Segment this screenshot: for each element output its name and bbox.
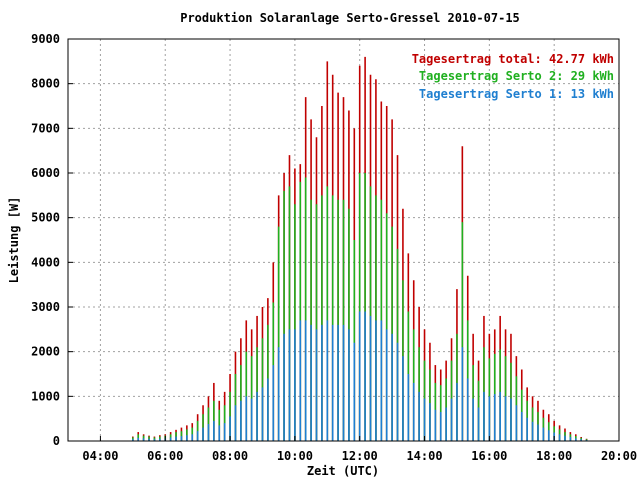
x-tick-label: 12:00: [342, 449, 378, 463]
y-axis-ticks: 0 1000 2000 3000 4000 5000 6000 7000 8000 9000: [31, 32, 73, 448]
x-tick-label: 08:00: [212, 449, 248, 463]
y-tick-label: 1000: [31, 389, 60, 403]
y-tick-label: 5000: [31, 211, 60, 225]
y-tick-label: 9000: [31, 32, 60, 46]
y-tick-label: 7000: [31, 121, 60, 135]
legend-total: Tagesertrag total: 42.77 kWh: [412, 52, 614, 66]
legend: Tagesertrag total: 42.77 kWh Tagesertrag…: [412, 52, 614, 101]
y-tick-label: 8000: [31, 77, 60, 91]
x-tick-label: 04:00: [82, 449, 118, 463]
x-axis-label: Zeit (UTC): [307, 464, 379, 478]
x-tick-label: 16:00: [471, 449, 507, 463]
x-tick-label: 20:00: [601, 449, 637, 463]
y-tick-label: 0: [53, 434, 60, 448]
legend-serto1: Tagesertrag Serto 1: 13 kWh: [419, 87, 614, 101]
x-tick-label: 18:00: [536, 449, 572, 463]
x-tick-label: 06:00: [147, 449, 183, 463]
y-tick-label: 6000: [31, 166, 60, 180]
y-tick-label: 2000: [31, 345, 60, 359]
chart-title: Produktion Solaranlage Serto-Gressel 201…: [180, 11, 520, 25]
bars-serto1: [132, 311, 588, 441]
plot-frame: [67, 38, 620, 442]
x-axis-ticks: 04:00 06:00 08:00 10:00 12:00 14:00 16:00 18:00…: [82, 436, 637, 463]
y-tick-label: 3000: [31, 300, 60, 314]
legend-serto2: Tagesertrag Serto 2: 29 kWh: [419, 69, 614, 83]
x-tick-label: 14:00: [406, 449, 442, 463]
y-tick-label: 4000: [31, 255, 60, 269]
x-tick-label: 10:00: [277, 449, 313, 463]
y-axis-label: Leistung [W]: [7, 197, 21, 284]
